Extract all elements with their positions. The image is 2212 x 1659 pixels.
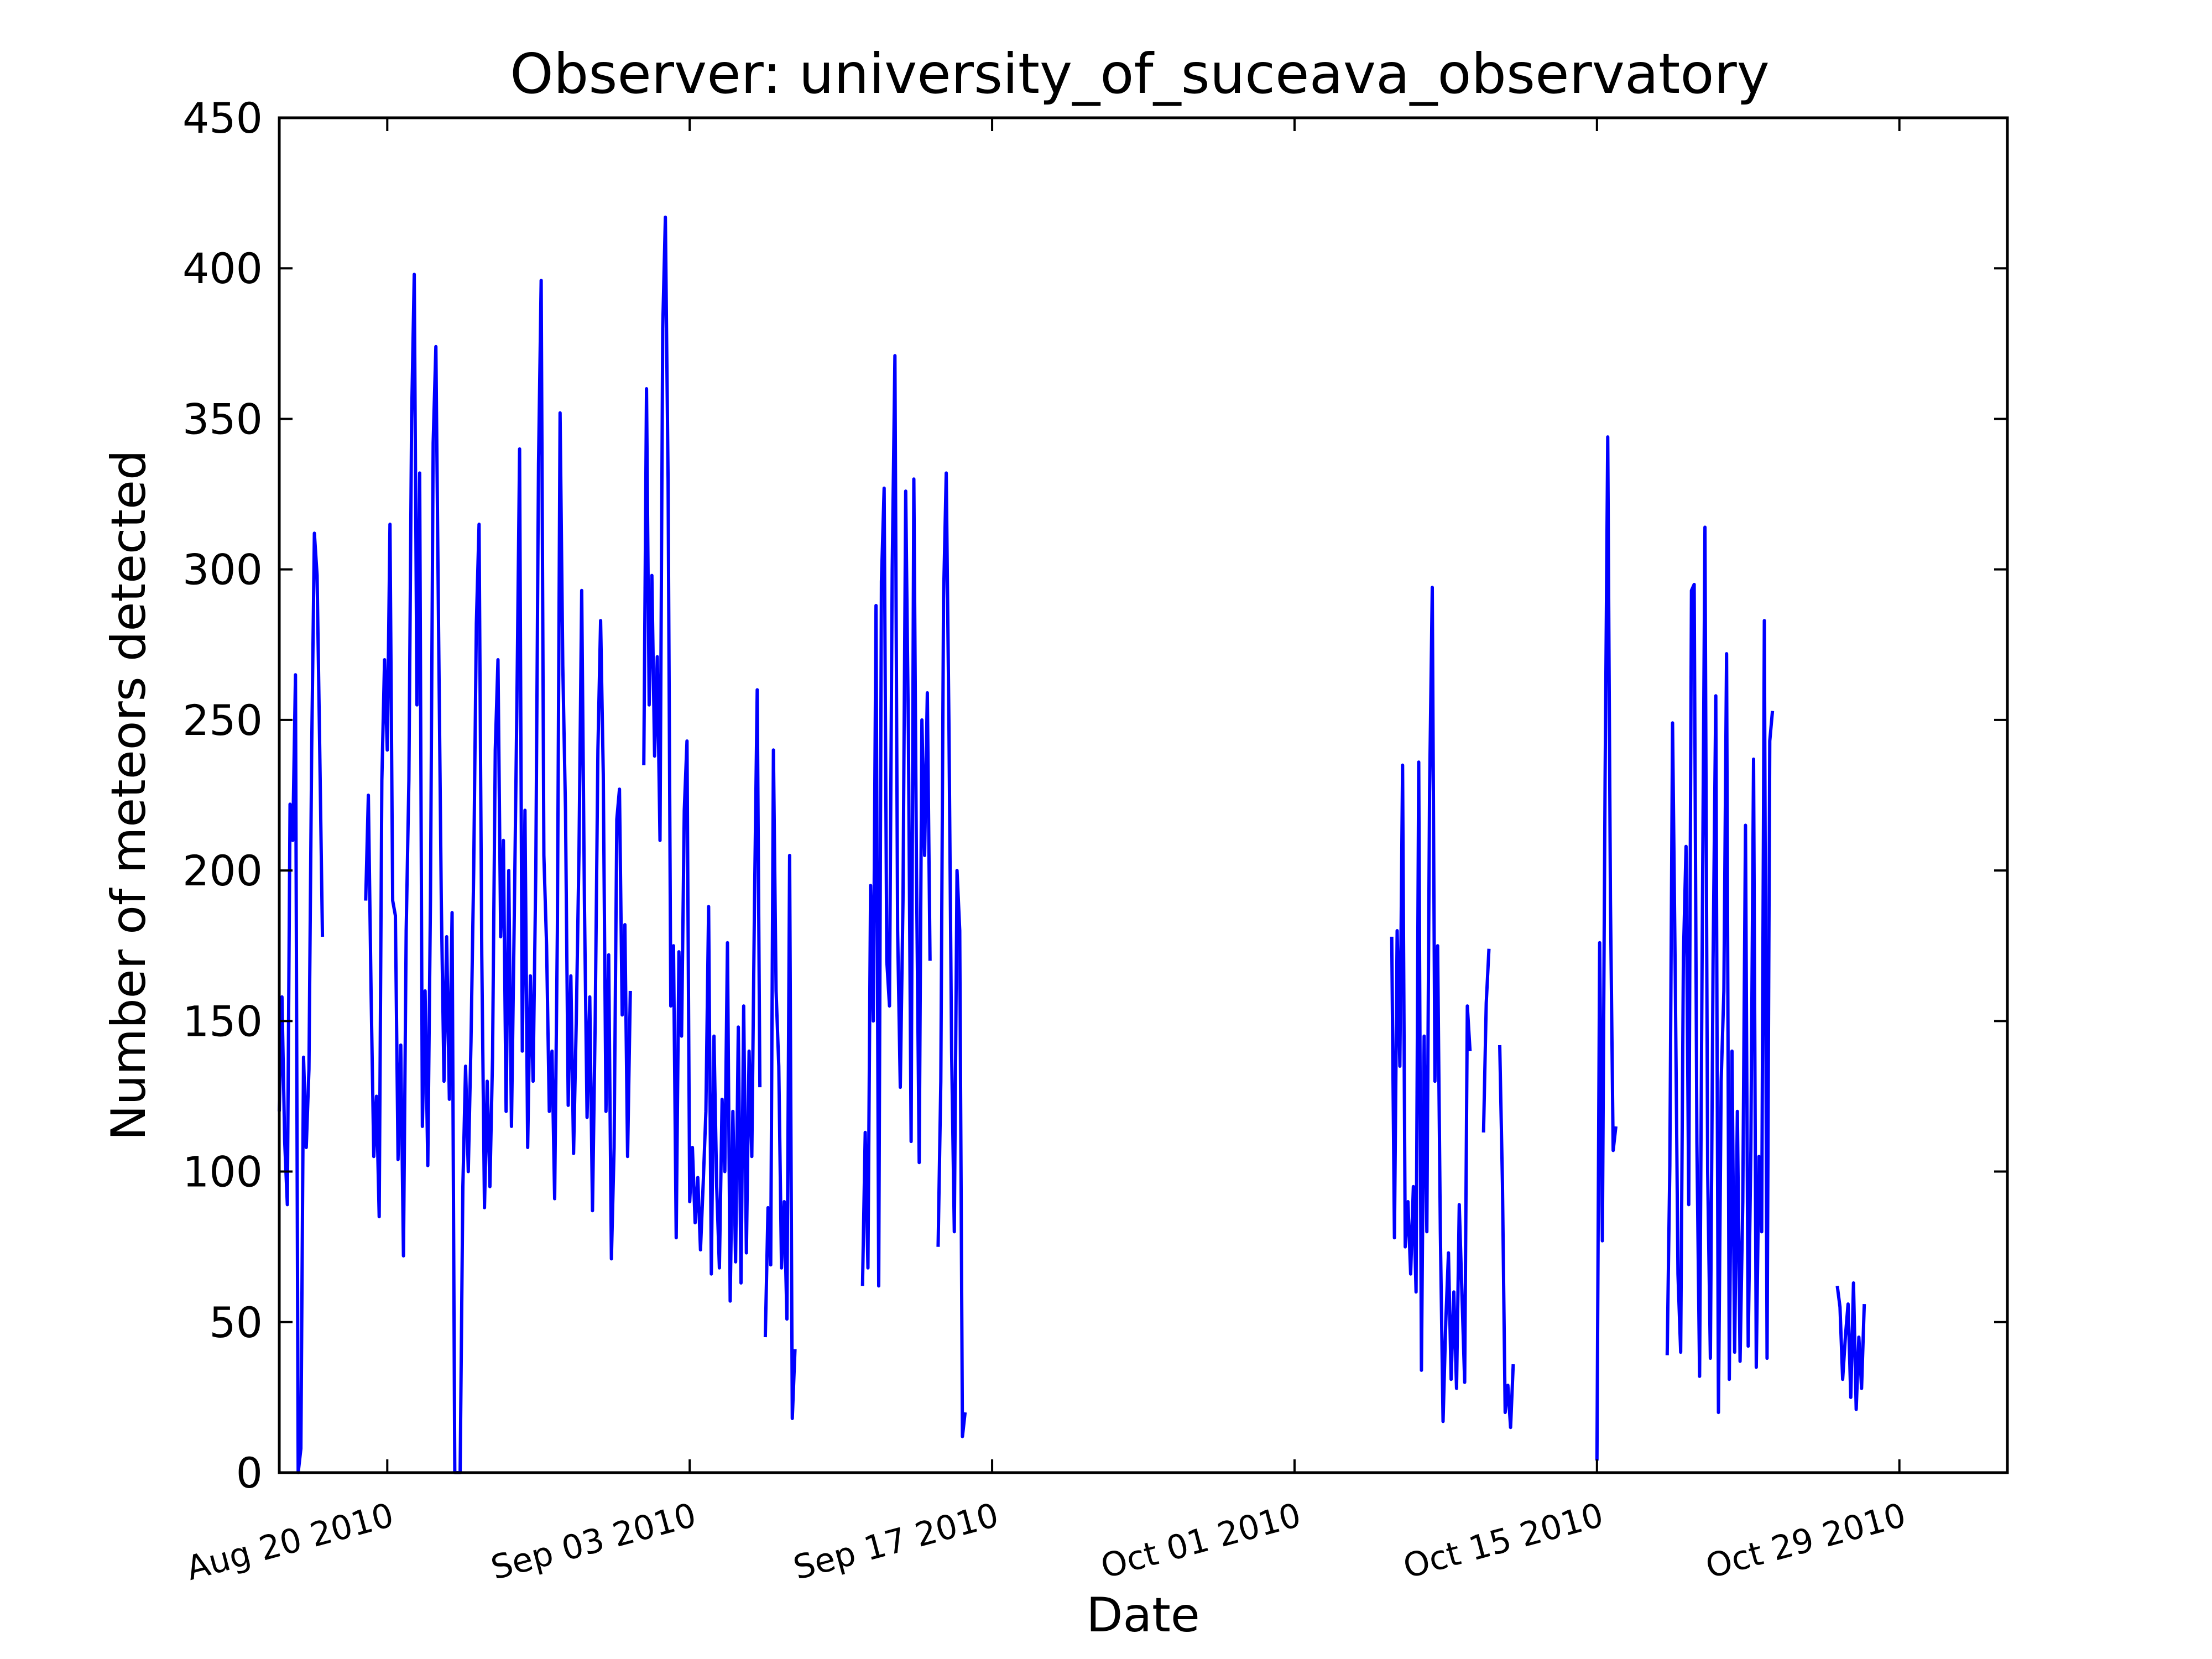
series-line-segment-7 bbox=[1481, 948, 1491, 1133]
y-ticks: 0 50 100 150 200 250 300 350 400 450 bbox=[182, 93, 2007, 1498]
series-line-segment-10 bbox=[1665, 525, 1775, 1415]
plot-frame bbox=[278, 116, 2009, 1474]
y-tick-label: 250 bbox=[182, 696, 263, 745]
y-tick-label: 350 bbox=[182, 394, 263, 444]
y-tick-label: 0 bbox=[236, 1448, 263, 1498]
series-line-segment-2 bbox=[642, 215, 762, 1303]
series-line-segment-8 bbox=[1498, 1045, 1515, 1430]
plot-lines bbox=[278, 215, 1866, 1474]
y-tick-label: 100 bbox=[182, 1147, 263, 1197]
series-line-segment-1 bbox=[364, 273, 632, 1474]
y-tick-label: 450 bbox=[182, 93, 263, 143]
series-line-segment-9 bbox=[1595, 435, 1618, 1461]
series-line-segment-6 bbox=[1390, 586, 1472, 1423]
series-line-segment-5 bbox=[936, 471, 967, 1438]
series-line-segment-11 bbox=[1835, 1281, 1866, 1411]
y-tick-label: 50 bbox=[209, 1298, 263, 1347]
y-tick-label: 150 bbox=[182, 997, 263, 1046]
y-tick-label: 300 bbox=[182, 545, 263, 594]
chart-title: Observer: university_of_suceava_observat… bbox=[510, 41, 1770, 106]
series-line-segment-3 bbox=[763, 748, 797, 1420]
y-tick-label: 400 bbox=[182, 244, 263, 293]
x-axis-label: Date bbox=[1086, 1588, 1200, 1643]
y-tick-label: 200 bbox=[182, 846, 263, 895]
y-axis-label: Number of meteors detected bbox=[101, 450, 156, 1140]
series-line-segment-4 bbox=[860, 354, 932, 1288]
series-line-segment-0 bbox=[278, 531, 325, 1474]
